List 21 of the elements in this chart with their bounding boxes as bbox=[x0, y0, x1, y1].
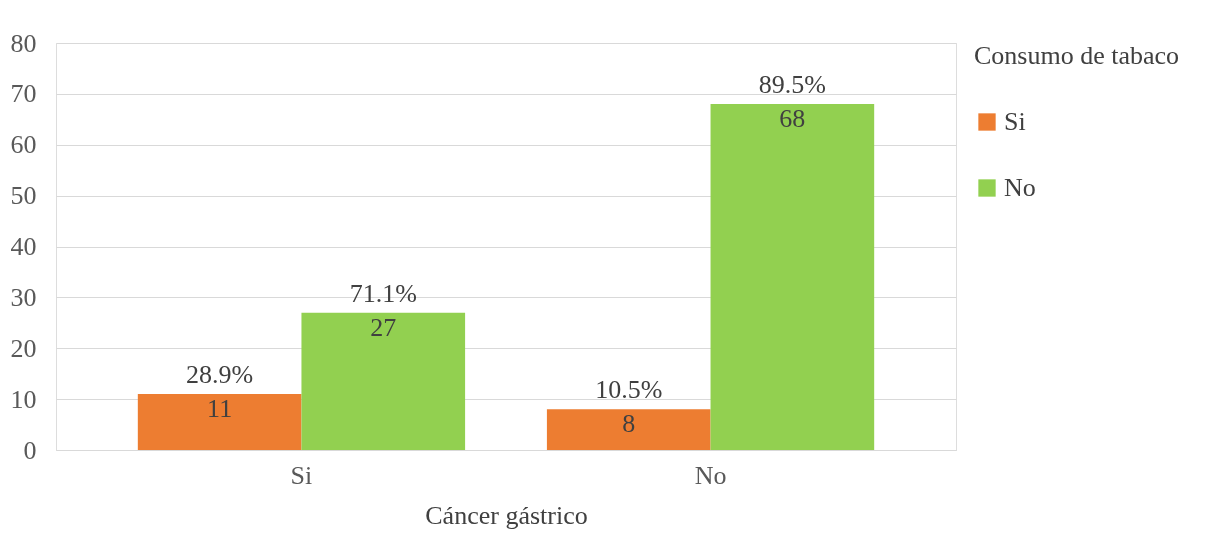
data-label: 28.9% 11 bbox=[186, 360, 254, 424]
data-label: 71.1% 27 bbox=[349, 278, 417, 342]
y-tick-label: 60 bbox=[10, 130, 37, 160]
bar bbox=[301, 312, 466, 450]
bar bbox=[137, 394, 302, 450]
y-tick-label: 40 bbox=[10, 232, 37, 261]
y-tick-label: 30 bbox=[10, 282, 37, 312]
bar bbox=[710, 104, 875, 450]
legend-title: Consumo de tabaco bbox=[974, 41, 1180, 70]
y-tick-label: 10 bbox=[10, 384, 37, 414]
legend-label: No bbox=[1004, 173, 1036, 202]
data-label: 89.5% 68 bbox=[758, 70, 826, 134]
data-label: 10.5% 8 bbox=[595, 375, 663, 439]
x-axis-title: Cáncer gástrico bbox=[425, 500, 588, 530]
y-tick-label: 50 bbox=[10, 181, 37, 211]
bar bbox=[546, 409, 711, 450]
y-tick-label: 0 bbox=[23, 435, 37, 465]
y-tick-label: 80 bbox=[10, 28, 37, 58]
y-tick-label: 20 bbox=[10, 333, 37, 363]
legend-label: Si bbox=[1004, 107, 1026, 136]
y-tick-label: 70 bbox=[10, 79, 37, 109]
